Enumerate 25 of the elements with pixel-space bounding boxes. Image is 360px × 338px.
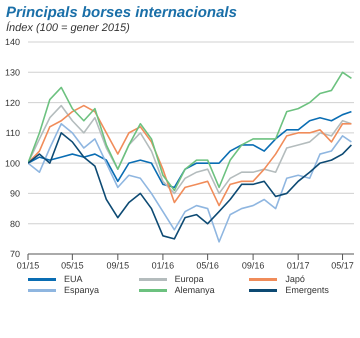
y-tick-label: 130	[4, 67, 20, 78]
x-tick-label: 01/15	[16, 260, 40, 270]
x-tick-label: 01/17	[286, 260, 310, 270]
y-tick-label: 140	[4, 37, 20, 48]
y-tick-label: 70	[10, 249, 20, 260]
legend-label: Europa	[174, 274, 204, 284]
chart-subtitle: Índex (100 = gener 2015)	[6, 22, 131, 34]
legend-label: Alemanya	[174, 285, 215, 295]
y-tick-label: 90	[10, 188, 20, 199]
legend-label: Emergents	[285, 285, 329, 295]
x-tick-label: 09/16	[242, 260, 264, 270]
x-tick-label: 01/16	[152, 260, 174, 270]
y-tick-label: 80	[10, 218, 20, 229]
x-tick-label: 05/16	[196, 260, 219, 270]
legend-label: Espanya	[64, 285, 100, 295]
chart-title: Principals borses internacionals	[6, 4, 238, 21]
y-tick-label: 100	[4, 158, 20, 168]
legend-label: Japó	[285, 274, 305, 284]
x-tick-label: 09/15	[106, 260, 130, 270]
legend-label: EUA	[64, 274, 83, 284]
y-tick-label: 120	[4, 98, 20, 108]
line-series	[28, 71, 352, 192]
y-tick-label: 110	[6, 128, 20, 138]
x-tick-label: 05/15	[61, 260, 84, 270]
x-tick-label: 05/17	[331, 260, 354, 270]
